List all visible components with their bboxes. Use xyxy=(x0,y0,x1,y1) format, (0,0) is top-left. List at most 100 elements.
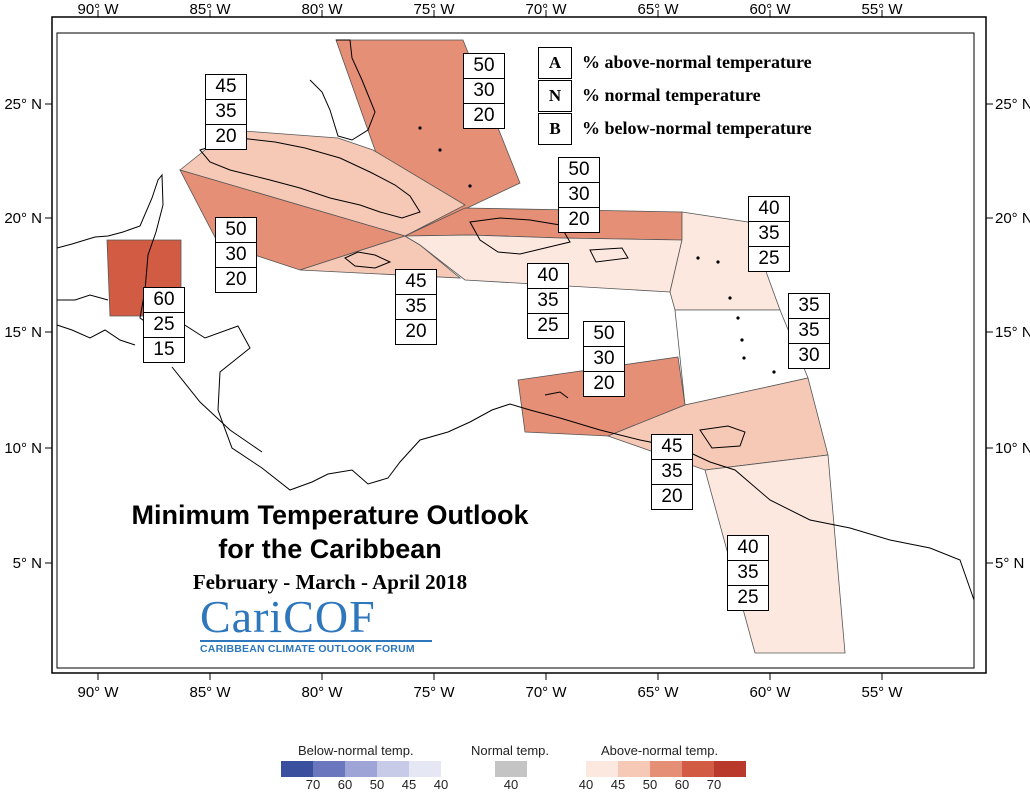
lon-label-bottom: 65° W xyxy=(637,684,679,701)
mexico-guatemala-border xyxy=(57,294,109,301)
above-normal-swatch xyxy=(682,761,714,777)
below-normal-swatch xyxy=(409,761,441,777)
axis-ticks xyxy=(45,10,993,680)
below-normal-scale-label: 45 xyxy=(401,777,417,792)
key-row-normal: N % normal temperature xyxy=(538,79,812,112)
normal-value: 25 xyxy=(144,312,184,337)
below-normal-swatch xyxy=(377,761,409,777)
prob-box-leeward: 40 35 25 xyxy=(748,196,790,272)
below-normal-value: 20 xyxy=(216,267,256,292)
lon-label-top: 70° W xyxy=(525,1,567,18)
above-normal-value: 35 xyxy=(798,295,820,316)
island-dot xyxy=(696,256,700,260)
above-normal-value: 50 xyxy=(593,323,615,344)
central-south-america-coast xyxy=(56,173,975,601)
lon-label-top: 85° W xyxy=(189,1,231,18)
normal-value: 35 xyxy=(728,560,768,585)
scale-title-above: Above-normal temp. xyxy=(601,743,719,758)
lat-label-right: 10° N xyxy=(995,440,1030,457)
caricof-logo: CariCOF CARIBBEAN CLIMATE OUTLOOK FORUM xyxy=(200,594,432,655)
above-normal-scale-label: 50 xyxy=(642,777,658,792)
scale-title-normal: Normal temp. xyxy=(471,743,550,758)
normal-value: 35 xyxy=(652,459,692,484)
prob-box-belize: 60 25 15 xyxy=(143,287,185,363)
normal-value: 35 xyxy=(396,294,436,319)
above-normal-value: 60 xyxy=(153,289,175,310)
above-normal-value: 50 xyxy=(568,159,590,180)
normal-value: 30 xyxy=(559,182,599,207)
scale-title-below: Below-normal temp. xyxy=(298,743,414,758)
island-dot xyxy=(742,356,746,360)
map-inner-border xyxy=(56,32,975,669)
prob-box-north-hispaniola: 50 30 20 xyxy=(558,157,600,233)
below-normal-value: 25 xyxy=(728,585,768,610)
prob-box-northwest-caribbean: 50 30 20 xyxy=(215,217,257,293)
lon-label-bottom: 90° W xyxy=(77,684,119,701)
lon-label-bottom: 85° W xyxy=(189,684,231,701)
above-normal-value: 40 xyxy=(737,537,759,558)
lat-label-left: 10° N xyxy=(4,440,42,457)
aruba-curacao-outline xyxy=(544,391,569,399)
above-normal-value: 45 xyxy=(405,271,427,292)
key-text: % below-normal temperature xyxy=(582,118,812,138)
prob-box-abc: 50 30 20 xyxy=(583,321,625,397)
lon-label-top: 75° W xyxy=(413,1,455,18)
lat-label-left: 20° N xyxy=(4,210,42,227)
below-normal-value: 20 xyxy=(464,103,504,128)
lon-label-top: 55° W xyxy=(861,1,903,18)
normal-swatch xyxy=(495,761,527,777)
logo-subtitle: CARIBBEAN CLIMATE OUTLOOK FORUM xyxy=(200,640,432,655)
jamaica-outline xyxy=(344,251,392,269)
puerto-rico-outline xyxy=(589,247,629,263)
map-outer-border xyxy=(51,16,987,674)
below-normal-value: 20 xyxy=(559,207,599,232)
below-normal-value: 20 xyxy=(584,371,624,396)
above-normal-value: 45 xyxy=(215,76,237,97)
prob-box-guianas: 40 35 25 xyxy=(727,535,769,611)
island-dot xyxy=(736,316,740,320)
map-title-line2: for the Caribbean xyxy=(218,534,442,564)
below-normal-value: 20 xyxy=(206,124,246,149)
lon-label-bottom: 75° W xyxy=(413,684,455,701)
island-dot xyxy=(468,184,472,188)
lon-label-top: 60° W xyxy=(749,1,791,18)
above-normal-scale-label: 40 xyxy=(578,777,594,792)
lon-label-bottom: 80° W xyxy=(301,684,343,701)
lon-label-top: 90° W xyxy=(77,1,119,18)
lon-label-top: 80° W xyxy=(301,1,343,18)
florida-coast xyxy=(309,39,376,141)
below-normal-value: 20 xyxy=(652,484,692,509)
hispaniola-outline xyxy=(469,217,571,255)
above-normal-swatch xyxy=(714,761,746,777)
below-normal-swatch xyxy=(281,761,313,777)
central-america-pacific-coast xyxy=(171,366,263,453)
normal-value: 35 xyxy=(789,318,829,343)
lon-label-top: 65° W xyxy=(637,1,679,18)
below-normal-value: 25 xyxy=(749,246,789,271)
above-normal-value: 50 xyxy=(225,219,247,240)
island-dot xyxy=(772,370,776,374)
region-guianas xyxy=(704,454,846,654)
trinidad-outline xyxy=(699,425,746,449)
normal-value: 35 xyxy=(206,99,246,124)
above-normal-value: 50 xyxy=(473,55,495,76)
normal-scale-label: 40 xyxy=(503,777,519,792)
prob-box-windward: 35 35 30 xyxy=(788,293,830,369)
above-normal-value: 40 xyxy=(758,198,780,219)
above-normal-scale-label: 45 xyxy=(610,777,626,792)
key-letter: A xyxy=(538,46,572,79)
above-normal-value: 40 xyxy=(537,265,559,286)
prob-box-bahamas: 50 30 20 xyxy=(463,53,505,129)
lon-label-bottom: 55° W xyxy=(861,684,903,701)
lat-label-right: 5° N xyxy=(995,555,1024,572)
guatemala-coast xyxy=(56,324,136,346)
below-normal-scale-label: 40 xyxy=(433,777,449,792)
lon-label-bottom: 60° W xyxy=(749,684,791,701)
normal-value: 30 xyxy=(464,78,504,103)
key-text: % above-normal temperature xyxy=(582,52,812,72)
coastlines xyxy=(56,39,975,601)
normal-value: 35 xyxy=(528,288,568,313)
below-normal-scale-label: 70 xyxy=(305,777,321,792)
prob-box-cuba: 45 35 20 xyxy=(205,74,247,150)
